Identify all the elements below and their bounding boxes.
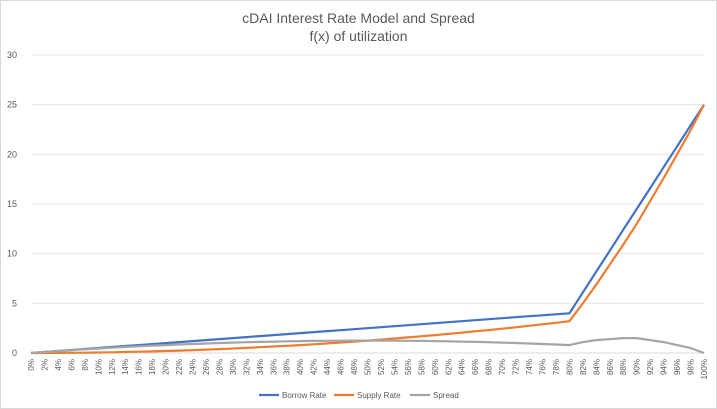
y-tick-label: 20	[7, 149, 17, 159]
x-tick-label: 32%	[242, 359, 251, 375]
x-tick-label: 96%	[673, 359, 682, 375]
x-tick-label: 92%	[646, 359, 655, 375]
x-tick-label: 46%	[337, 359, 346, 375]
x-tick-label: 36%	[269, 359, 278, 375]
x-tick-label: 10%	[94, 359, 103, 375]
x-tick-label: 16%	[135, 359, 144, 375]
x-tick-label: 94%	[660, 359, 669, 375]
x-tick-label: 42%	[310, 359, 319, 375]
series-line-spread	[30, 337, 705, 355]
x-tick-label: 14%	[121, 359, 130, 375]
x-tick-label: 18%	[148, 359, 157, 375]
x-tick-label: 82%	[579, 359, 588, 375]
series-line-supply-rate	[31, 104, 705, 355]
y-tick-label: 5	[12, 298, 17, 308]
x-tick-label: 4%	[54, 359, 63, 371]
x-tick-label: 66%	[471, 359, 480, 375]
x-tick-label: 44%	[323, 359, 332, 375]
x-tick-label: 30%	[229, 359, 238, 375]
x-tick-label: 52%	[377, 359, 386, 375]
x-tick-label: 70%	[498, 359, 507, 375]
x-tick-label: 28%	[215, 359, 224, 375]
y-tick-label: 10	[7, 249, 17, 259]
chart-title-block: cDAI Interest Rate Model and Spread f(x)…	[1, 9, 716, 45]
x-tick-label: 34%	[256, 359, 265, 375]
x-tick-label: 26%	[202, 359, 211, 375]
series-line-borrow-rate	[30, 104, 705, 355]
x-tick-label: 48%	[350, 359, 359, 375]
x-tick-label: 62%	[444, 359, 453, 375]
x-tick-label: 60%	[431, 359, 440, 375]
x-tick-label: 68%	[485, 359, 494, 375]
legend-label: Borrow Rate	[282, 391, 327, 400]
x-tick-label: 64%	[458, 359, 467, 375]
x-tick-label: 56%	[404, 359, 413, 375]
x-tick-label: 80%	[565, 359, 574, 375]
x-tick-label: 78%	[552, 359, 561, 375]
x-tick-label: 74%	[525, 359, 534, 375]
x-tick-label: 90%	[633, 359, 642, 375]
x-tick-label: 58%	[417, 359, 426, 375]
x-tick-label: 20%	[162, 359, 171, 375]
x-tick-label: 6%	[67, 359, 76, 371]
y-tick-label: 25	[7, 100, 17, 110]
x-tick-label: 100%	[700, 359, 709, 379]
x-tick-label: 84%	[592, 359, 601, 375]
x-tick-label: 0%	[27, 359, 36, 371]
legend-label: Supply Rate	[357, 391, 401, 400]
x-tick-label: 2%	[40, 359, 49, 371]
y-tick-label: 30	[7, 50, 17, 60]
x-tick-label: 38%	[283, 359, 292, 375]
x-tick-label: 86%	[606, 359, 615, 375]
legend-label: Spread	[433, 391, 459, 400]
x-tick-label: 88%	[619, 359, 628, 375]
x-tick-label: 24%	[189, 359, 198, 375]
x-tick-label: 76%	[538, 359, 547, 375]
y-tick-label: 15	[7, 199, 17, 209]
x-tick-label: 8%	[81, 359, 90, 371]
y-tick-label: 0	[12, 348, 17, 358]
x-tick-label: 22%	[175, 359, 184, 375]
x-tick-label: 54%	[390, 359, 399, 375]
chart-subtitle: f(x) of utilization	[309, 28, 408, 44]
x-tick-label: 12%	[108, 359, 117, 375]
x-tick-label: 72%	[512, 359, 521, 375]
x-tick-label: 98%	[687, 359, 696, 375]
x-tick-label: 40%	[296, 359, 305, 375]
x-tick-label: 50%	[364, 359, 373, 375]
chart-title: cDAI Interest Rate Model and Spread	[242, 10, 475, 26]
